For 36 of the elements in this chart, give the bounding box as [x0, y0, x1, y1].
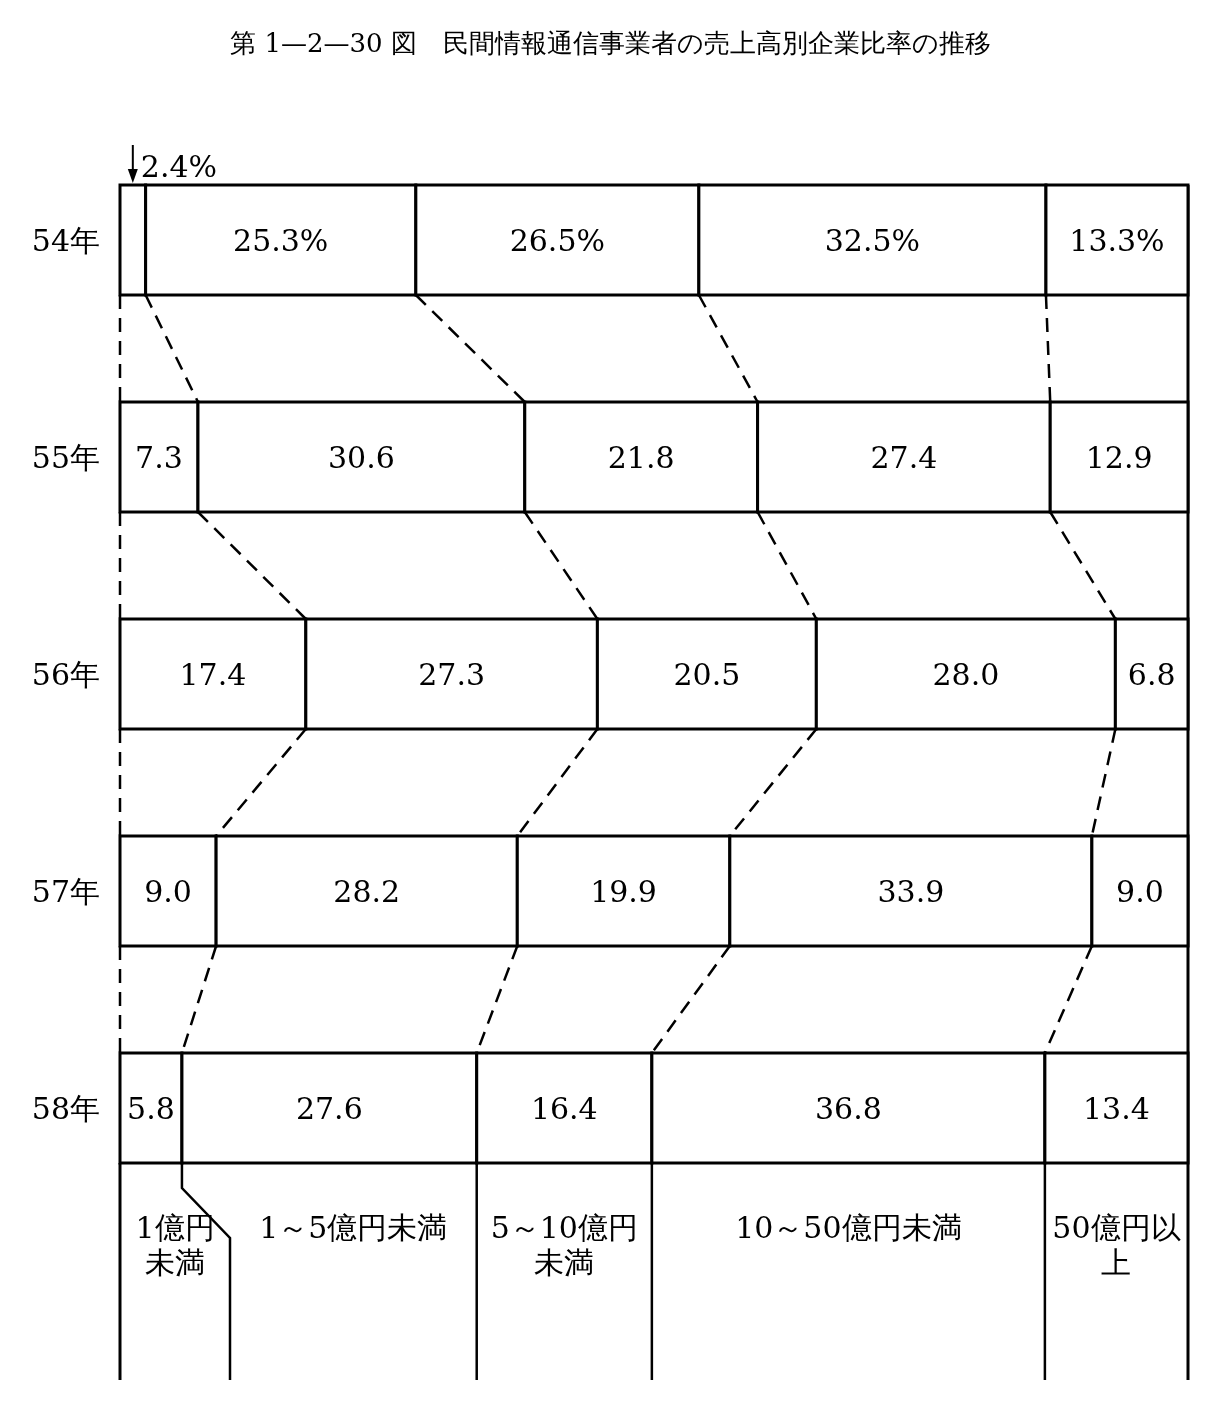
- data-label: 7.3: [135, 440, 183, 475]
- y-tick-label: 57年: [31, 874, 100, 909]
- chart-title: 第 1—2—30 図 民間情報通信事業者の売上高別企業比率の推移: [230, 28, 991, 58]
- data-label: 6.8: [1127, 657, 1176, 692]
- data-label: 32.5%: [824, 223, 921, 258]
- data-label: 13.3%: [1069, 223, 1165, 258]
- data-label: 27.6: [295, 1091, 363, 1126]
- y-tick-label: 55年: [31, 440, 100, 475]
- series-label: 1億円未満: [135, 1210, 215, 1280]
- data-label: 28.0: [932, 657, 1000, 692]
- series-label: 10～50億円未満: [735, 1210, 962, 1245]
- data-label: 28.2: [333, 874, 401, 909]
- data-label: 5.8: [127, 1091, 175, 1126]
- data-label: 27.3: [418, 657, 486, 692]
- data-label: 20.5: [673, 657, 741, 692]
- data-label: 33.9: [877, 874, 945, 909]
- data-label: 2.4%: [140, 149, 218, 184]
- y-tick-label: 56年: [31, 657, 100, 692]
- series-label: 5～10億円未満: [490, 1210, 638, 1280]
- data-label: 13.4: [1083, 1091, 1150, 1126]
- series-label: 1～5億円未満: [259, 1210, 448, 1245]
- data-label: 36.8: [814, 1091, 882, 1126]
- data-label: 17.4: [179, 657, 247, 692]
- y-tick-label: 58年: [31, 1091, 100, 1126]
- data-label: 25.3%: [233, 223, 329, 258]
- data-label: 16.4: [530, 1091, 598, 1126]
- data-label: 21.8: [607, 440, 675, 475]
- data-label: 27.4: [870, 440, 938, 475]
- data-label: 19.9: [590, 874, 657, 909]
- data-label: 12.9: [1085, 440, 1153, 475]
- series-label: 50億円以上: [1052, 1210, 1181, 1280]
- data-label: 9.0: [1116, 874, 1164, 909]
- data-label: 9.0: [144, 874, 192, 909]
- data-label: 26.5%: [509, 223, 605, 258]
- y-tick-label: 54年: [31, 223, 100, 258]
- data-label: 30.6: [327, 440, 395, 475]
